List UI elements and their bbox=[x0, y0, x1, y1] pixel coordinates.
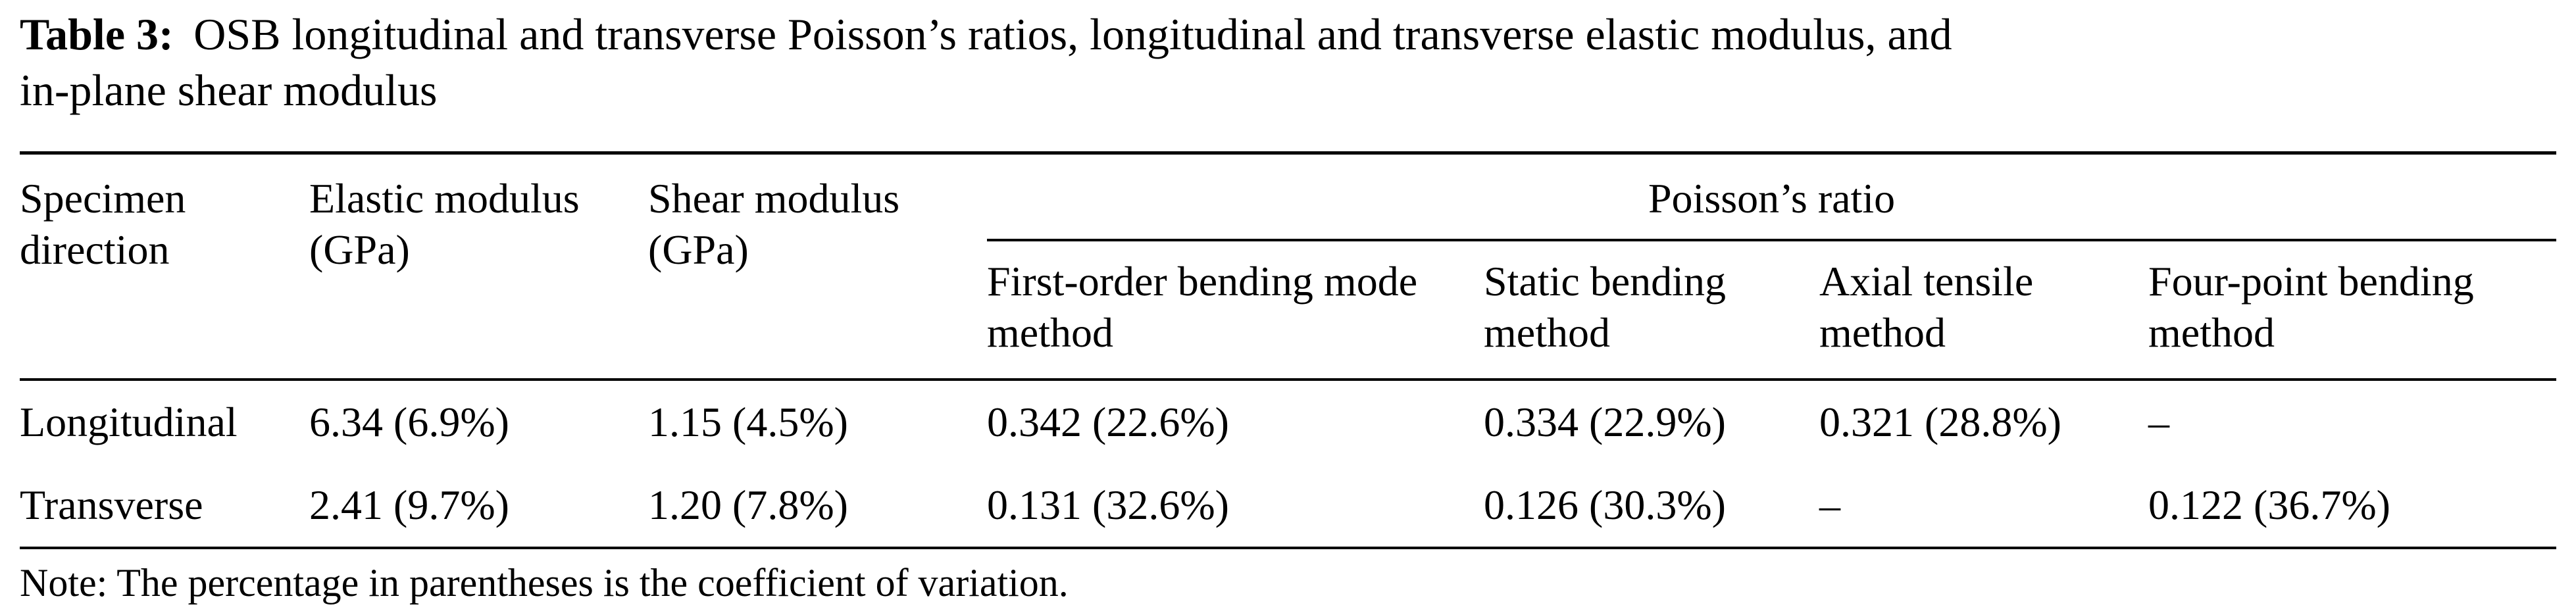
cell-poisson-static: 0.126 (30.3%) bbox=[1484, 464, 1819, 549]
cell-poisson-static: 0.334 (22.9%) bbox=[1484, 399, 1726, 445]
cell-poisson-first-order: 0.131 (32.6%) bbox=[987, 464, 1484, 549]
cell-poisson-four-point: 0.122 (36.7%) bbox=[2148, 464, 2557, 549]
col-header-four-point-bending-method: Four-point bending method bbox=[2148, 240, 2557, 381]
header-row-top: Specimen direction Elastic modulus (GPa)… bbox=[20, 153, 2557, 381]
cell-poisson-four-point: – bbox=[2148, 399, 2169, 445]
col-header-static-bending-method: Static bending method bbox=[1484, 240, 1819, 381]
col-header-elastic-modulus: Elastic modulus (GPa) bbox=[309, 153, 648, 381]
cell-direction: Longitudinal bbox=[20, 399, 238, 445]
cell-poisson-first-order: 0.342 (22.6%) bbox=[987, 399, 1229, 445]
table-caption-text-line1: OSB longitudinal and transverse Poisson’… bbox=[193, 9, 1952, 59]
col-header-shear-modulus: Shear modulus (GPa) bbox=[648, 153, 987, 381]
table-caption-text-line2: in-plane shear modulus bbox=[20, 65, 438, 115]
table-note: Note: The percentage in parentheses is t… bbox=[20, 561, 1069, 604]
table-header: Specimen direction Elastic modulus (GPa)… bbox=[20, 153, 2557, 381]
cell-shear-modulus: 1.15 (4.5%) bbox=[648, 399, 848, 445]
cell-elastic-modulus: 6.34 (6.9%) bbox=[309, 399, 509, 445]
cell-direction: Transverse bbox=[20, 464, 309, 549]
header-row-sub: First-order bending mode method Static b… bbox=[20, 240, 2557, 381]
table-row-longitudinal: Longitudinal 6.34 (6.9%) 1.15 (4.5%) 0.3… bbox=[20, 380, 2556, 464]
results-table: Specimen direction Elastic modulus (GPa)… bbox=[20, 151, 2557, 549]
col-header-specimen-direction: Specimen direction bbox=[20, 153, 309, 381]
table-row-transverse: Transverse 2.41 (9.7%) 1.20 (7.8%) 0.131… bbox=[20, 464, 2557, 549]
table-caption-label: Table 3: bbox=[20, 9, 174, 59]
table-body: Longitudinal 6.34 (6.9%) 1.15 (4.5%) 0.3… bbox=[20, 380, 2557, 549]
cell-poisson-axial: – bbox=[1819, 464, 2148, 549]
col-header-first-order-bending-method: First-order bending mode method bbox=[987, 240, 1484, 381]
col-group-header-poissons-ratio: Poisson’s ratio bbox=[987, 153, 2557, 241]
cell-shear-modulus: 1.20 (7.8%) bbox=[648, 464, 987, 549]
cell-elastic-modulus: 2.41 (9.7%) bbox=[309, 464, 648, 549]
table-caption: Table 3: OSB longitudinal and transverse … bbox=[20, 7, 2556, 118]
cell-poisson-axial: 0.321 (28.8%) bbox=[1819, 399, 2061, 445]
col-header-axial-tensile-method: Axial tensile method bbox=[1819, 240, 2148, 381]
